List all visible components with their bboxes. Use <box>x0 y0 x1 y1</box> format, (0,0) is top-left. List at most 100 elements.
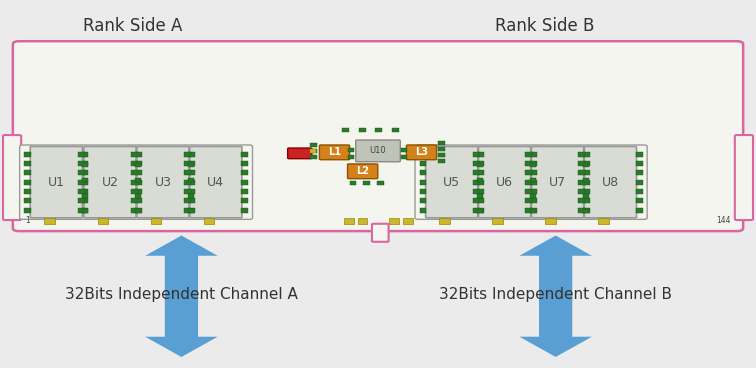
Bar <box>439 218 450 224</box>
Bar <box>472 161 479 166</box>
Bar <box>525 161 532 166</box>
FancyBboxPatch shape <box>190 146 242 218</box>
Bar <box>131 198 138 203</box>
Bar <box>472 189 479 194</box>
Bar <box>188 208 195 213</box>
Bar <box>135 178 141 183</box>
Bar <box>438 141 445 145</box>
FancyBboxPatch shape <box>584 146 637 218</box>
Bar <box>420 208 426 213</box>
Bar <box>82 208 88 213</box>
Bar <box>583 180 590 185</box>
Bar <box>184 189 191 194</box>
Bar <box>135 198 142 203</box>
Bar <box>78 170 85 175</box>
Bar <box>188 170 195 175</box>
Bar <box>578 180 585 185</box>
Text: U1: U1 <box>48 176 65 189</box>
Bar <box>131 152 138 156</box>
Text: U7: U7 <box>549 176 566 189</box>
Bar <box>78 198 85 203</box>
Bar <box>310 143 318 147</box>
Bar <box>530 198 537 203</box>
FancyBboxPatch shape <box>407 145 437 160</box>
Bar <box>530 152 537 156</box>
Bar <box>98 218 108 224</box>
Bar <box>636 198 643 203</box>
Text: U3: U3 <box>154 176 172 189</box>
Bar <box>188 178 194 183</box>
Bar <box>401 148 407 152</box>
Bar <box>477 180 484 185</box>
Bar <box>376 181 383 185</box>
FancyBboxPatch shape <box>30 146 82 218</box>
Bar <box>578 208 585 213</box>
Bar <box>472 208 479 213</box>
Bar <box>401 155 407 159</box>
Bar <box>184 180 191 185</box>
Bar <box>24 189 31 194</box>
FancyBboxPatch shape <box>3 135 21 220</box>
FancyBboxPatch shape <box>426 146 478 218</box>
Bar <box>131 170 138 175</box>
Bar <box>358 218 367 224</box>
FancyBboxPatch shape <box>84 146 136 218</box>
Bar <box>241 170 248 175</box>
Bar <box>477 198 484 203</box>
Bar <box>472 152 479 156</box>
Text: U10: U10 <box>370 146 386 155</box>
Bar <box>530 180 537 185</box>
Bar <box>477 189 484 194</box>
Text: U5: U5 <box>443 176 460 189</box>
Bar <box>578 198 585 203</box>
Bar <box>375 127 382 131</box>
Bar <box>358 127 366 131</box>
Bar <box>477 152 484 156</box>
Bar <box>135 170 142 175</box>
Text: 32Bits Independent Channel A: 32Bits Independent Channel A <box>65 287 298 302</box>
Bar <box>636 208 643 213</box>
FancyBboxPatch shape <box>372 224 389 242</box>
Bar <box>241 198 248 203</box>
Bar <box>420 180 426 185</box>
Bar <box>24 152 31 156</box>
Bar <box>583 209 589 213</box>
Text: L3: L3 <box>415 147 428 158</box>
Bar <box>636 180 643 185</box>
Bar <box>525 170 532 175</box>
Bar <box>349 181 357 185</box>
Bar <box>636 161 643 166</box>
Bar <box>241 161 248 166</box>
Polygon shape <box>519 236 592 357</box>
FancyBboxPatch shape <box>479 146 531 218</box>
FancyBboxPatch shape <box>355 140 401 162</box>
Bar <box>477 209 483 213</box>
Bar <box>203 218 214 224</box>
Bar <box>24 170 31 175</box>
Bar <box>530 178 536 183</box>
Bar <box>184 152 191 156</box>
Bar <box>188 189 195 194</box>
FancyBboxPatch shape <box>287 148 311 159</box>
Bar <box>578 189 585 194</box>
Bar <box>525 198 532 203</box>
Bar <box>184 198 191 203</box>
Bar <box>310 155 318 159</box>
Bar <box>530 208 537 213</box>
Bar <box>150 218 161 224</box>
Bar <box>477 178 483 183</box>
Bar <box>530 163 536 167</box>
Bar <box>420 189 426 194</box>
Bar <box>135 194 141 198</box>
Bar <box>188 198 195 203</box>
Bar <box>636 170 643 175</box>
Bar <box>188 180 195 185</box>
Bar <box>530 161 537 166</box>
Bar <box>78 161 85 166</box>
FancyBboxPatch shape <box>319 145 349 160</box>
Bar <box>188 194 194 198</box>
Bar <box>583 163 589 167</box>
Bar <box>530 209 536 213</box>
Bar <box>583 189 590 194</box>
Bar <box>188 209 194 213</box>
